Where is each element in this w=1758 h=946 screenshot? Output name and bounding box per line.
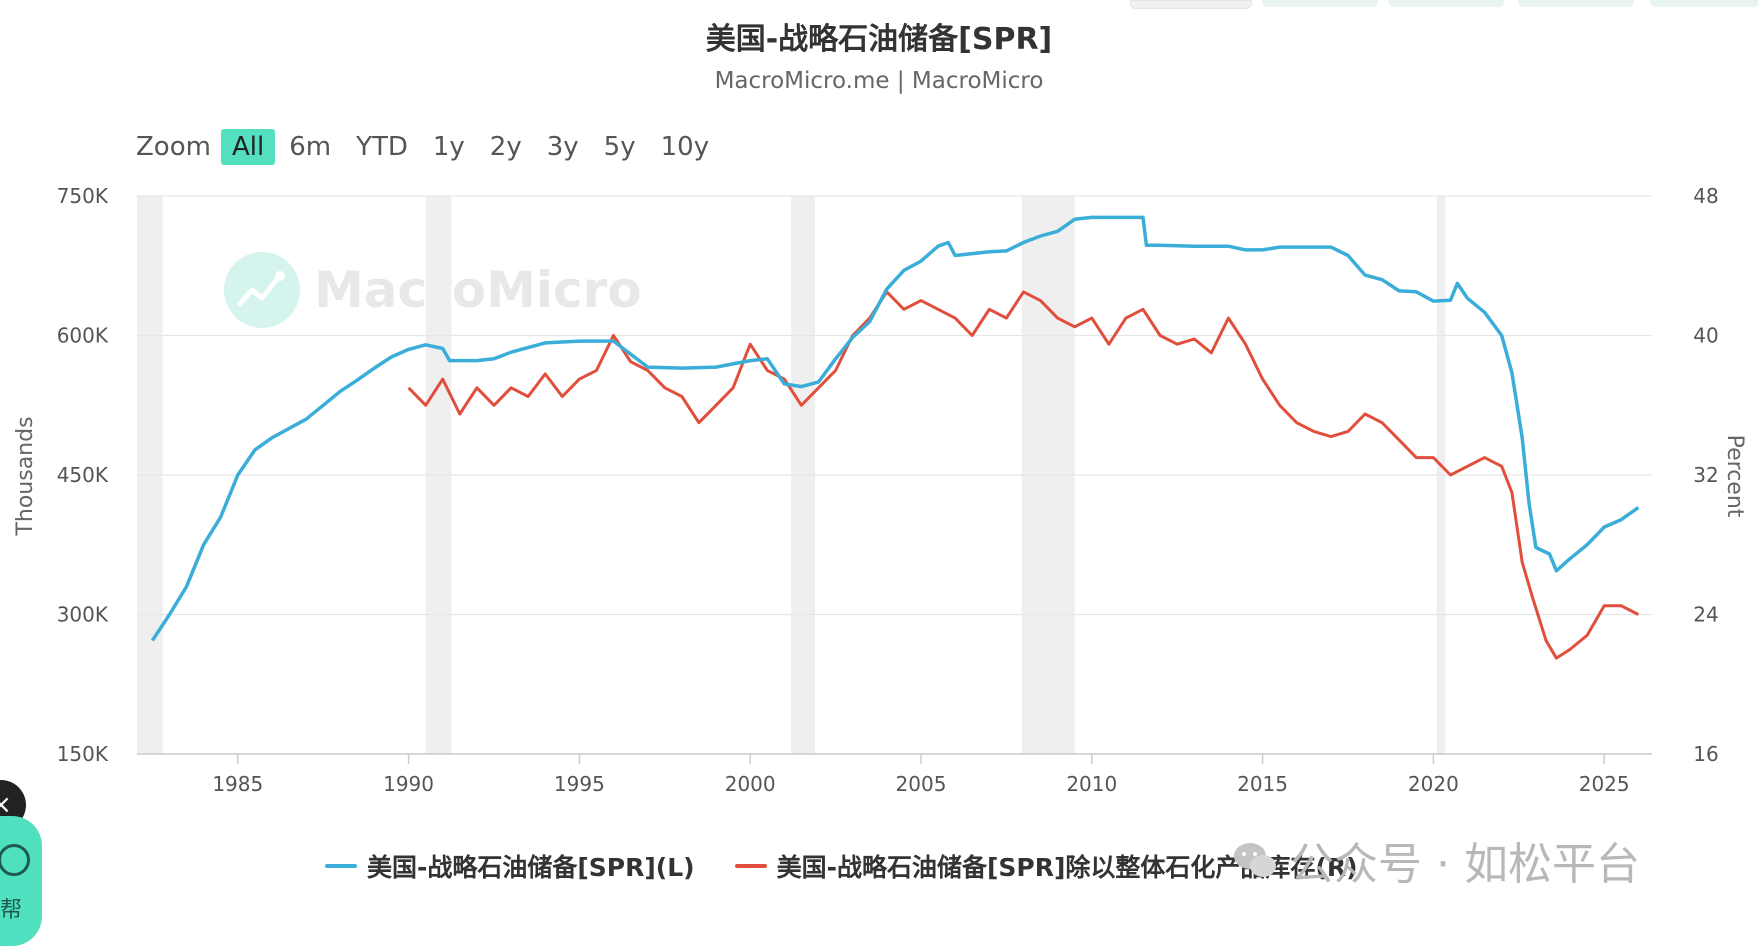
right-axis-tick-label: 48 — [1693, 184, 1718, 208]
right-axis-title: Percent — [1722, 435, 1747, 518]
left-axis-tick-label: 750K — [57, 184, 109, 208]
right-axis-ticks: 16 24 32 40 48 — [1693, 184, 1718, 766]
chart-subtitle: MacroMicro.me | MacroMicro — [714, 68, 1044, 94]
x-axis-tick-label: 2020 — [1408, 772, 1459, 796]
top-control-stub[interactable] — [1388, 0, 1504, 7]
x-axis-tick-label: 2025 — [1579, 772, 1630, 796]
top-control-stub[interactable] — [1262, 0, 1378, 7]
left-axis-tick-label: 450K — [57, 463, 109, 487]
left-axis-ticks: 150K 300K 450K 600K 750K — [57, 184, 109, 766]
x-axis-tick-label: 2005 — [896, 772, 947, 796]
zoom-button-6m[interactable]: 6m — [289, 132, 332, 162]
right-axis-tick-label: 32 — [1693, 463, 1718, 487]
zoom-button-1y[interactable]: 1y — [432, 132, 465, 162]
zoom-label: Zoom — [136, 132, 211, 162]
x-axis-tick-label: 2015 — [1237, 772, 1288, 796]
left-axis-tick-label: 600K — [57, 324, 109, 348]
legend-swatch-blue — [325, 864, 357, 868]
zoom-button-ytd[interactable]: YTD — [356, 132, 408, 162]
wechat-icon — [1234, 843, 1276, 877]
legend-swatch-red — [734, 864, 767, 868]
help-widget-label: 帮 — [0, 898, 23, 923]
legend-item-spr-level[interactable]: 美国-战略石油储备[SPR](L) — [325, 848, 695, 884]
x-axis-ticks: 1985 1990 1995 2000 2005 2010 2015 2020 2025 — [212, 754, 1630, 796]
zoom-button-2y[interactable]: 2y — [489, 132, 522, 162]
zoom-bar: Zoom All 6m YTD 1y 2y 3y 5y 10y — [136, 124, 723, 170]
help-icon — [0, 844, 30, 876]
zoom-button-10y[interactable]: 10y — [660, 132, 710, 162]
x-axis-tick-label: 1985 — [212, 772, 263, 796]
series-line-spr-level — [150, 215, 1640, 642]
legend-label-spr-level: 美国-战略石油储备[SPR](L) — [367, 853, 695, 882]
top-control-stub[interactable] — [1130, 0, 1252, 9]
watermark-logo-icon — [224, 252, 300, 328]
zoom-button-all[interactable]: All — [220, 129, 276, 165]
zoom-button-5y[interactable]: 5y — [603, 132, 636, 162]
x-axis-tick-label: 2000 — [725, 772, 776, 796]
left-axis-tick-label: 300K — [57, 603, 109, 627]
x-axis-tick-label: 1995 — [554, 772, 605, 796]
x-axis-tick-label: 1990 — [383, 772, 434, 796]
watermark-text: MacroMicro — [314, 261, 642, 319]
left-axis-tick-label: 150K — [57, 742, 109, 766]
right-axis-tick-label: 24 — [1693, 603, 1718, 627]
watermark: MacroMicro — [224, 252, 642, 328]
x-axis-tick-label: 2010 — [1066, 772, 1117, 796]
right-axis-tick-label: 16 — [1693, 742, 1718, 766]
top-control-stub[interactable] — [1650, 0, 1758, 7]
top-control-stub[interactable] — [1518, 0, 1634, 7]
help-widget-button[interactable]: 帮 — [0, 816, 42, 946]
wechat-text: 公众号 · 如松平台 — [1290, 839, 1640, 890]
zoom-button-3y[interactable]: 3y — [546, 132, 579, 162]
chart-title: 美国-战略石油储备[SPR] — [705, 22, 1053, 57]
right-axis-tick-label: 40 — [1693, 324, 1718, 348]
left-axis-title: Thousands — [13, 416, 38, 536]
wechat-watermark: 公众号 · 如松平台 — [1232, 828, 1640, 892]
